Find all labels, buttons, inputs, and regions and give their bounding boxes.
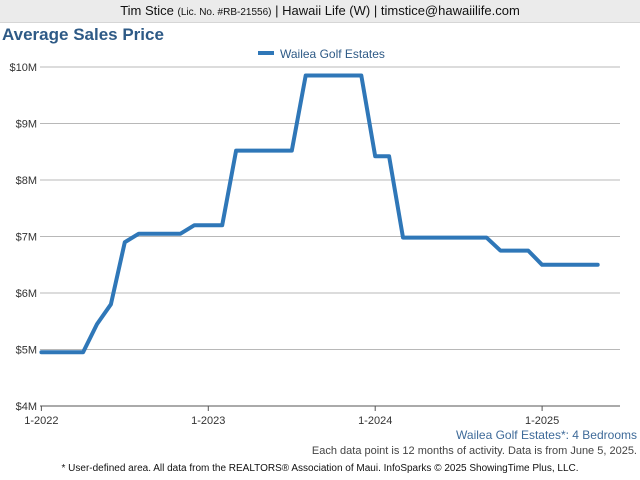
legend: Wailea Golf Estates — [258, 47, 385, 61]
footer-disclaimer: * User-defined area. All data from the R… — [61, 463, 579, 474]
legend-label: Wailea Golf Estates — [280, 47, 385, 61]
series-lines — [39, 73, 600, 355]
axes — [40, 405, 620, 411]
chart-title: Average Sales Price — [2, 25, 164, 44]
legend-swatch — [258, 51, 274, 55]
license-number: (Lic. No. #RB-21556) — [177, 7, 272, 18]
series-line — [39, 73, 600, 355]
x-tick-label: 1-2025 — [525, 415, 559, 427]
y-tick-label: $9M — [16, 119, 37, 131]
x-tick-label: 1-2022 — [24, 415, 58, 427]
agent-name: Tim Stice — [120, 3, 174, 18]
y-tick-label: $6M — [16, 288, 37, 300]
chart-subtitle: Wailea Golf Estates*: 4 Bedrooms — [456, 428, 637, 442]
separator: | — [275, 3, 279, 18]
y-tick-label: $4M — [16, 401, 37, 413]
y-tick-labels: $4M $5M $6M $7M $8M $9M $10M — [9, 62, 37, 413]
header-bar: Tim Stice (Lic. No. #RB-21556) | Hawaii … — [0, 0, 640, 23]
company-name: Hawaii Life (W) — [282, 3, 371, 18]
x-tick-label: 1-2023 — [191, 415, 225, 427]
y-tick-label: $8M — [16, 175, 37, 187]
x-tick-labels: 1-2022 1-2023 1-2024 1-2025 — [24, 415, 559, 427]
y-tick-label: $10M — [9, 62, 37, 74]
grid-lines — [40, 66, 620, 407]
y-tick-label: $5M — [16, 345, 37, 357]
data-note: Each data point is 12 months of activity… — [311, 445, 637, 457]
agent-email[interactable]: timstice@hawaiilife.com — [380, 3, 520, 18]
x-tick-label: 1-2024 — [358, 415, 392, 427]
separator: | — [373, 3, 378, 18]
y-tick-label: $7M — [16, 232, 37, 244]
